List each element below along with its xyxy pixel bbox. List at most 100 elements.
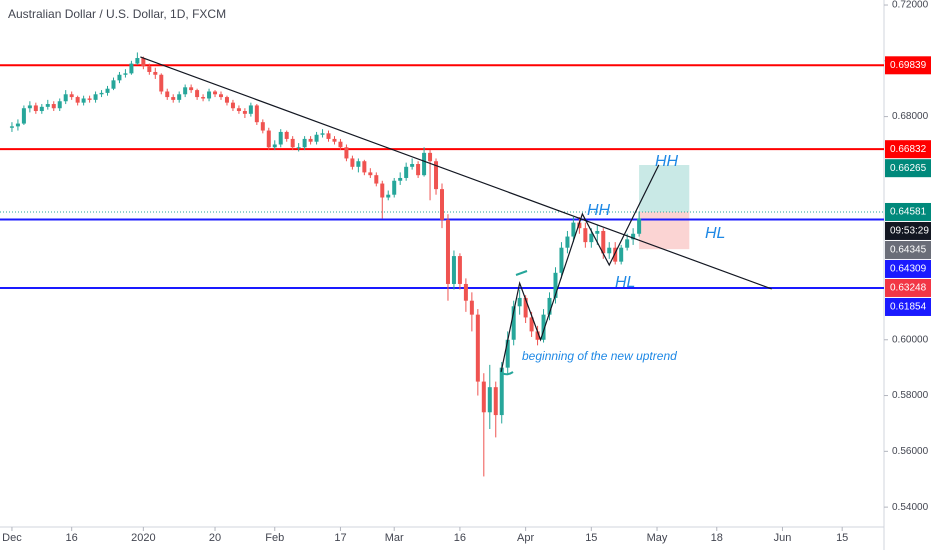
candle-body [266,130,271,148]
candle-body [571,222,576,237]
candle-body [511,306,516,340]
candle-body [481,381,486,413]
price-tag [885,240,931,259]
candle-body [21,108,26,124]
candle-body [219,94,223,98]
candle-body [201,97,206,99]
x-tick-label: 15 [836,532,848,544]
candle-body [183,87,188,95]
candle-body [123,73,128,75]
candle-body [547,297,552,315]
candle-body [523,297,528,318]
x-tick-label: 17 [334,532,346,544]
candle-body [475,314,480,382]
candle-body [9,126,14,128]
candle-body [463,283,468,301]
price-tag-label: 0.66832 [890,144,927,155]
price-tag [885,259,931,278]
candle-body [428,152,433,162]
x-tick-label: Mar [385,532,404,544]
chart-title: Australian Dollar / U.S. Dollar, 1D, FXC… [8,7,226,21]
candle-body [469,300,474,315]
x-tick-label: 16 [454,532,466,544]
candle-body [177,94,182,100]
candle-body [362,161,367,173]
candle-body [248,105,253,114]
candle-body [57,101,62,109]
price-tag [885,221,931,240]
candle-body [416,164,421,176]
candle-body [529,317,534,332]
candle-body [601,230,606,254]
candle-body [505,339,510,368]
x-tick-label: 15 [585,532,597,544]
candle-body [15,123,20,127]
x-tick-label: May [647,532,668,544]
annotation: HH [655,153,679,170]
candle-body [535,331,540,340]
candle-body [619,247,624,262]
candle-body [595,230,600,234]
candle-body [577,222,582,229]
candle-body [290,138,295,148]
candle-body [541,314,546,340]
price-tag-label: 0.61854 [890,302,927,313]
candle-body [45,104,50,107]
candle-body [81,98,86,103]
price-tag [885,140,931,159]
price-tag-label: 0.64581 [890,207,927,218]
candle-body [308,138,313,142]
candle-body [171,97,176,100]
candle-body [213,91,218,95]
candle-body [153,71,158,75]
y-tick-label: 0.54000 [892,502,929,513]
price-tag-label: 0.66265 [890,163,927,174]
annotation: HH [587,202,611,219]
y-tick-label: 0.56000 [892,446,929,457]
price-tag-label: 09:53:29 [890,226,929,237]
candle-body [434,161,439,190]
candle-body [338,141,343,148]
x-tick-label: Dec [2,532,22,544]
x-tick-label: 2020 [131,532,155,544]
candle-body [224,97,229,103]
candle-body [242,111,247,114]
candle-body [451,256,456,284]
price-tag [885,202,931,221]
candle-body [260,122,265,131]
candle-body [284,131,289,139]
candle-body [517,297,522,307]
candle-body [350,158,355,167]
price-tag [885,56,931,75]
candle-body [625,239,630,248]
candle-body [445,219,450,284]
annotation: HL [705,225,725,242]
price-tag-label: 0.64309 [890,264,927,275]
candle-body [27,105,32,109]
candle-body [129,63,134,74]
price-tag [885,278,931,297]
candle-body [314,134,319,142]
candle-body [404,166,409,178]
candle-body [99,92,104,95]
candle-body [398,177,403,181]
candle-body [105,88,110,93]
trendline [140,56,772,290]
bracket-mark [515,270,528,276]
candle-body [332,138,337,142]
candle-body [380,183,385,198]
candle-body [613,247,618,262]
x-tick-label: 20 [209,532,221,544]
candle-body [302,138,307,148]
y-tick-label: 0.68000 [892,111,929,122]
candle-body [236,108,241,112]
candle-body [87,98,92,100]
candle-body [499,367,504,416]
candle-body [296,147,301,149]
candle-body [51,104,56,109]
candle-body [75,97,80,103]
candle-body [63,94,68,102]
annotation: beginning of the new uptrend [522,349,677,363]
candle-body [278,131,283,145]
candle-body [607,247,612,254]
